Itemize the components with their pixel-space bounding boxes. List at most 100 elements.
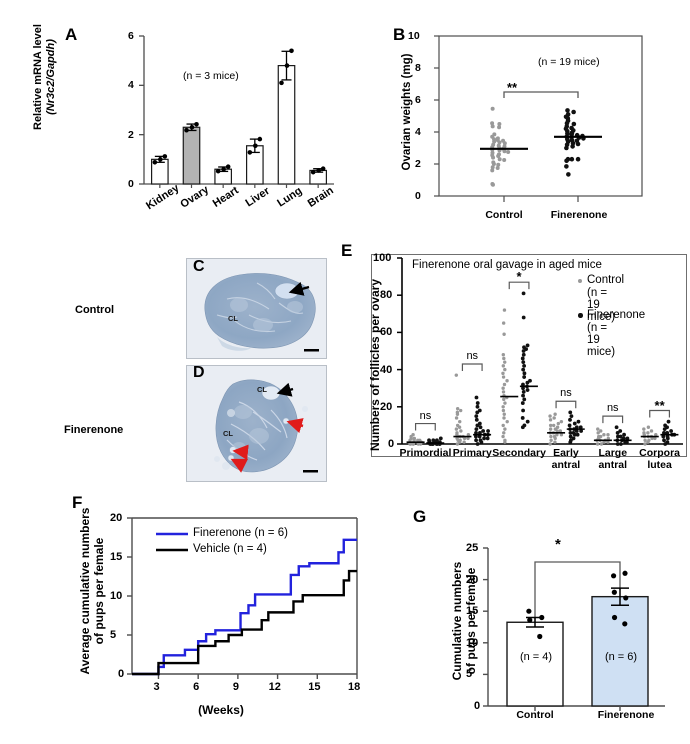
panel-e-datapoint — [599, 429, 603, 433]
panel-e-datapoint — [522, 363, 527, 368]
panel-g-datapoint — [610, 573, 617, 579]
panel-e-datapoint — [502, 356, 506, 361]
panel-g-datapoint — [611, 614, 618, 621]
panel-e-datapoint — [569, 414, 574, 418]
panel-e-datapoint — [596, 431, 600, 435]
panel-e-datapoint — [624, 440, 629, 445]
panel-e-significance-large-antral: ns — [606, 402, 619, 415]
panel-b-annotation: (n = 19 mice) — [538, 56, 600, 68]
panel-b-datapoint-control — [490, 165, 495, 170]
panel-e-datapoint — [548, 442, 552, 446]
panel-d-side-label: Finerenone — [64, 424, 124, 436]
panel-g-ytick-5: 5 — [466, 668, 473, 681]
panel-e-datapoint — [478, 438, 483, 443]
panel-f-xtick-6: 6 — [193, 681, 200, 693]
panel-e-datapoint — [643, 442, 647, 446]
panel-b-datapoint-finerenone — [566, 172, 571, 177]
panel-e-datapoint — [501, 364, 506, 368]
panel-e-datapoint — [642, 431, 646, 435]
panel-b-ytick-6: 6 — [415, 94, 421, 106]
panel-g-ytick-25: 25 — [466, 542, 479, 554]
panel-a-bar-ovary — [182, 126, 201, 185]
panel-e-datapoint — [502, 412, 506, 416]
panel-g-ytick-20: 20 — [466, 573, 479, 586]
panel-e-datapoint — [575, 432, 580, 437]
panel-e-datapoint — [618, 434, 623, 439]
panel-a: A Relative mRNA level (Nr3c2/Gapdh) (n =… — [0, 0, 345, 248]
panel-e-datapoint — [458, 408, 463, 413]
panel-g-datapoint — [527, 617, 533, 623]
panel-e-datapoint — [653, 436, 657, 441]
panel-e-xtick-secondary: Secondary — [492, 447, 546, 459]
panel-e-datapoint — [525, 388, 530, 392]
panel-e-datapoint — [473, 434, 478, 439]
panel-b-datapoint-finerenone — [564, 158, 569, 164]
panel-b-datapoint-finerenone — [564, 164, 569, 169]
panel-d-image: CL CL — [186, 365, 327, 482]
panel-e-datapoint — [559, 433, 564, 437]
panel-e-datapoint — [559, 419, 564, 424]
panel-e-datapoint — [477, 421, 482, 426]
panel-b-datapoint-finerenone — [570, 144, 575, 149]
panel-e-datapoint — [616, 434, 620, 439]
panel-e-datapoint — [502, 332, 506, 336]
panel-e-datapoint — [501, 371, 505, 376]
panel-e-datapoint — [548, 418, 553, 422]
panel-e-datapoint — [555, 425, 560, 429]
panel-b-datapoint-control — [502, 149, 507, 154]
panel-e-ytick-100: 100 — [373, 252, 392, 264]
panel-e-datapoint — [438, 436, 443, 441]
panel-e-datapoint — [548, 414, 552, 418]
panel-e-datapoint — [454, 416, 459, 420]
panel-e-datapoint — [455, 431, 459, 435]
panel-e-datapoint — [522, 345, 526, 350]
panel-e-datapoint — [501, 353, 506, 357]
panel-b-datapoint-control — [490, 182, 495, 187]
panel-b-datapoint-control — [496, 154, 501, 158]
panel-e-datapoint — [474, 395, 479, 400]
panel-e-datapoint — [552, 416, 556, 420]
panel-e-frame — [371, 254, 687, 457]
panel-e-datapoint — [663, 423, 668, 428]
panel-e-datapoint — [522, 371, 527, 376]
panel-e-datapoint — [549, 434, 553, 439]
panel-e-datapoint — [474, 430, 478, 435]
panel-e-label: E — [341, 241, 353, 260]
panel-e-datapoint — [520, 416, 525, 420]
panel-e-datapoint — [477, 434, 482, 439]
panel-e-datapoint — [574, 425, 579, 430]
panel-a-ytick-2: 2 — [128, 129, 134, 141]
panel-e-datapoint — [574, 429, 579, 433]
panel-g-datapoint — [623, 595, 629, 601]
panel-f-xtick-18: 18 — [348, 681, 361, 693]
panel-e-datapoint — [568, 410, 573, 415]
panel-b-datapoint-control — [502, 141, 507, 146]
panel-b-datapoint-control — [491, 155, 496, 160]
panel-e-datapoint — [505, 419, 509, 424]
legend-dot-finerenone — [578, 313, 583, 318]
panel-e-datapoint — [521, 393, 525, 398]
panel-e-datapoint — [568, 430, 573, 435]
panel-g-datapoint — [622, 570, 628, 576]
panel-g-annotation-finerenone: (n = 6) — [604, 651, 638, 663]
panel-e-datapoint — [501, 434, 505, 439]
panel-b-datapoint-control — [491, 162, 496, 166]
panel-e-datapoint — [431, 438, 436, 443]
panel-g-ytick-10: 10 — [466, 636, 479, 649]
panel-b-datapoint-finerenone — [571, 121, 577, 127]
panel-e-datapoint — [553, 427, 558, 431]
panel-e-datapoint — [576, 419, 581, 424]
panel-g-bar-finerenone — [591, 595, 649, 707]
panel-b-datapoint-control — [490, 106, 495, 111]
panel-e-datapoint — [646, 425, 651, 429]
panel-f-ytick-0: 0 — [118, 668, 125, 680]
panel-e-datapoint — [502, 382, 507, 387]
panel-e-datapoint — [606, 436, 611, 441]
panel-f-legend-label-vehicle: Vehicle (n = 4) — [193, 543, 267, 555]
panel-g-ytick-0: 0 — [474, 700, 481, 712]
panel-e-datapoint — [521, 291, 526, 296]
panel-b-datapoint-finerenone — [575, 141, 581, 147]
panel-e-datapoint — [571, 430, 576, 435]
panel-a-datapoint — [221, 166, 226, 172]
panel-e-datapoint — [455, 442, 460, 446]
